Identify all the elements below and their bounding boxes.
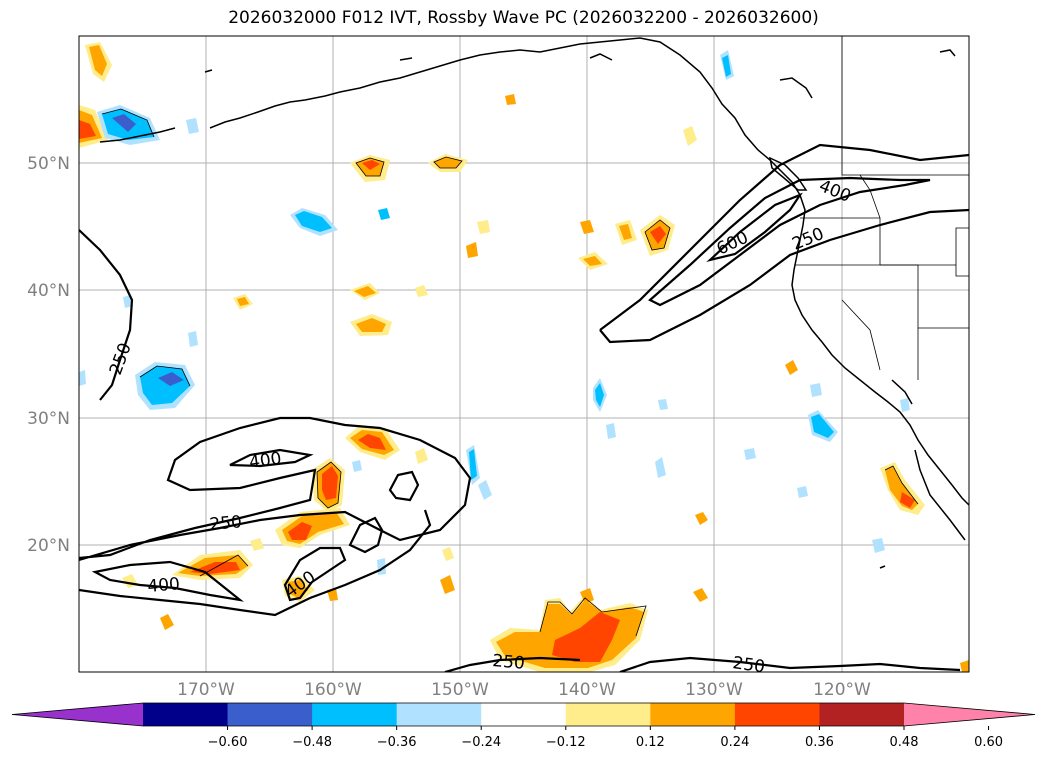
- colorbar: −0.60 −0.48 −0.36 −0.24 −0.12 0.12 0.24 0.36 0.4…: [11, 702, 1036, 750]
- colorbar-segment: [396, 703, 482, 726]
- colorbar-segment: [312, 703, 398, 726]
- latitude-labels: 50°N 40°N 30°N 20°N: [27, 154, 70, 556]
- lon-label: 150°W: [431, 680, 489, 700]
- colorbar-outline: [11, 702, 1036, 727]
- colorbar-tick-label: −0.48: [292, 735, 332, 750]
- colorbar-segment: [650, 703, 736, 726]
- colorbar-extend-min: [12, 703, 143, 726]
- lat-label: 50°N: [27, 154, 70, 174]
- colorbar-tick-label: 0.48: [890, 735, 919, 750]
- colorbar-segment: [143, 703, 229, 726]
- lat-label: 30°N: [27, 409, 70, 429]
- lon-label: 140°W: [558, 680, 616, 700]
- political-borders: [795, 36, 969, 380]
- lat-label: 20°N: [27, 536, 70, 556]
- colorbar-segment: [227, 703, 313, 726]
- pc-shading: [79, 42, 969, 672]
- colorbar-segment: [734, 703, 820, 726]
- longitude-labels: 170°W 160°W 150°W 140°W 130°W 120°W: [177, 680, 871, 700]
- colorbar-tick-label: 0.60: [974, 735, 1003, 750]
- lon-label: 120°W: [813, 680, 871, 700]
- contour-label: 250: [731, 653, 766, 677]
- colorbar-tick-label: 0.36: [805, 735, 834, 750]
- lon-label: 170°W: [177, 680, 235, 700]
- lat-label: 40°N: [27, 281, 70, 301]
- pc-contour-outlines: [101, 108, 919, 637]
- contour-label: 400: [147, 574, 181, 597]
- colorbar-tick-label: −0.12: [546, 735, 586, 750]
- ivt-contours: [79, 143, 969, 672]
- colorbar-segment: [819, 703, 905, 726]
- coastlines: [99, 37, 969, 569]
- colorbar-tick-label: 0.12: [636, 735, 665, 750]
- colorbar-tick-label: −0.24: [461, 735, 501, 750]
- colorbar-extend-max: [904, 703, 1035, 726]
- contour-label: 250: [492, 651, 526, 674]
- colorbar-tick-label: 0.24: [720, 735, 749, 750]
- contour-label: 400: [248, 449, 283, 473]
- map-title: 2026032000 F012 IVT, Rossby Wave PC (202…: [228, 8, 819, 28]
- map-frame: [78, 35, 970, 673]
- lon-label: 130°W: [685, 680, 743, 700]
- colorbar-tick-label: −0.36: [377, 735, 417, 750]
- colorbar-segment: [481, 703, 567, 726]
- lon-label: 160°W: [304, 680, 362, 700]
- colorbar-segment: [565, 703, 651, 726]
- colorbar-tick-label: −0.60: [208, 735, 248, 750]
- contour-label: 250: [209, 512, 243, 535]
